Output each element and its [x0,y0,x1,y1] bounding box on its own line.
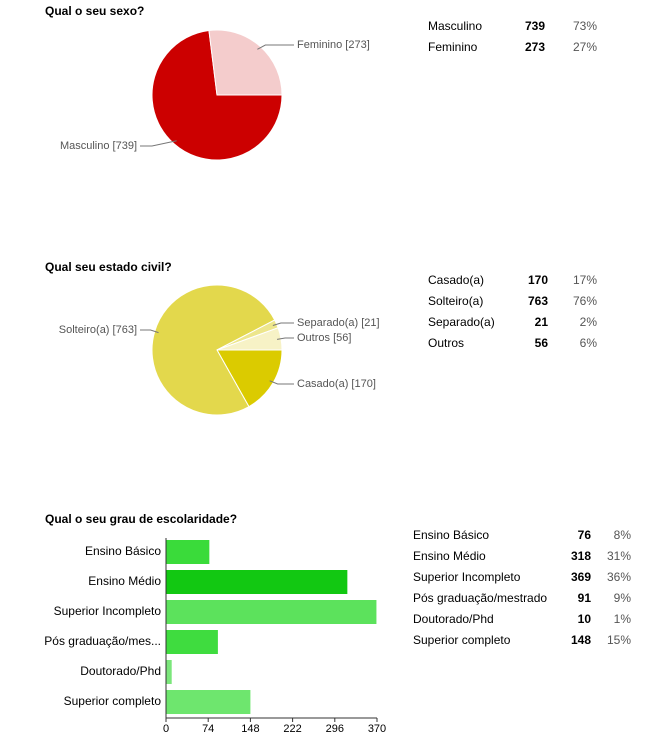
bar [166,630,218,654]
table-category: Masculino [428,19,482,33]
table-category: Superior completo [413,633,511,647]
leader-line [272,322,294,326]
y-tick-label: Ensino Médio [88,574,161,588]
slice-label: Masculino [739] [60,140,137,152]
slice-label: Solteiro(a) [763] [59,324,137,336]
slice-label: Casado(a) [170] [297,378,376,390]
table-percent: 8% [614,528,632,542]
table-category: Feminino [428,40,478,54]
table-category: Doutorado/Phd [413,612,494,626]
y-tick-label: Ensino Básico [85,544,161,558]
table-count: 91 [578,591,592,605]
table-category: Ensino Médio [413,549,486,563]
x-tick-label: 370 [368,723,386,735]
x-tick-label: 222 [283,723,301,735]
table-category: Outros [428,336,464,350]
table-count: 273 [525,40,545,54]
slice-label: Feminino [273] [297,39,370,51]
leader-line [140,140,177,147]
table-category: Casado(a) [428,273,484,287]
table-count: 763 [528,294,548,308]
bar [166,540,210,564]
table-count: 21 [535,315,549,329]
table-category: Separado(a) [428,315,495,329]
x-tick-label: 74 [202,723,214,735]
table-percent: 73% [573,19,597,33]
y-tick-label: Superior completo [64,694,162,708]
table-percent: 1% [614,612,632,626]
table-percent: 9% [614,591,632,605]
slice-label: Separado(a) [21] [297,317,380,329]
chart-title: Qual o seu sexo? [45,4,144,18]
slice-label: Outros [56] [297,332,351,344]
table-percent: 15% [607,633,631,647]
table-count: 76 [578,528,592,542]
leader-line [269,380,294,385]
x-tick-label: 296 [326,723,344,735]
table-count: 56 [535,336,549,350]
table-percent: 17% [573,273,597,287]
bar [166,600,377,624]
leader-line [276,337,294,340]
y-tick-label: Superior Incompleto [54,604,162,618]
pie-slice [216,349,283,408]
y-tick-label: Doutorado/Phd [80,664,161,678]
table-count: 10 [578,612,592,626]
chart-title: Qual o seu grau de escolaridade? [45,512,237,526]
table-category: Superior Incompleto [413,570,521,584]
table-category: Ensino Básico [413,528,489,542]
bar [166,660,172,684]
table-category: Pós graduação/mestrado [413,591,547,605]
table-percent: 36% [607,570,631,584]
pie-slice [208,29,283,96]
chart-title: Qual seu estado civil? [45,260,172,274]
bar [166,690,251,714]
table-category: Solteiro(a) [428,294,483,308]
table-percent: 27% [573,40,597,54]
table-percent: 6% [580,336,598,350]
table-count: 170 [528,273,548,287]
x-tick-label: 0 [163,723,169,735]
table-percent: 76% [573,294,597,308]
y-tick-label: Pós graduação/mes... [44,634,161,648]
table-percent: 2% [580,315,598,329]
x-tick-label: 148 [241,723,259,735]
table-percent: 31% [607,549,631,563]
table-count: 739 [525,19,545,33]
leader-line [140,329,159,334]
table-count: 369 [571,570,591,584]
table-count: 148 [571,633,591,647]
table-count: 318 [571,549,591,563]
leader-line [257,44,294,50]
bar [166,570,348,594]
